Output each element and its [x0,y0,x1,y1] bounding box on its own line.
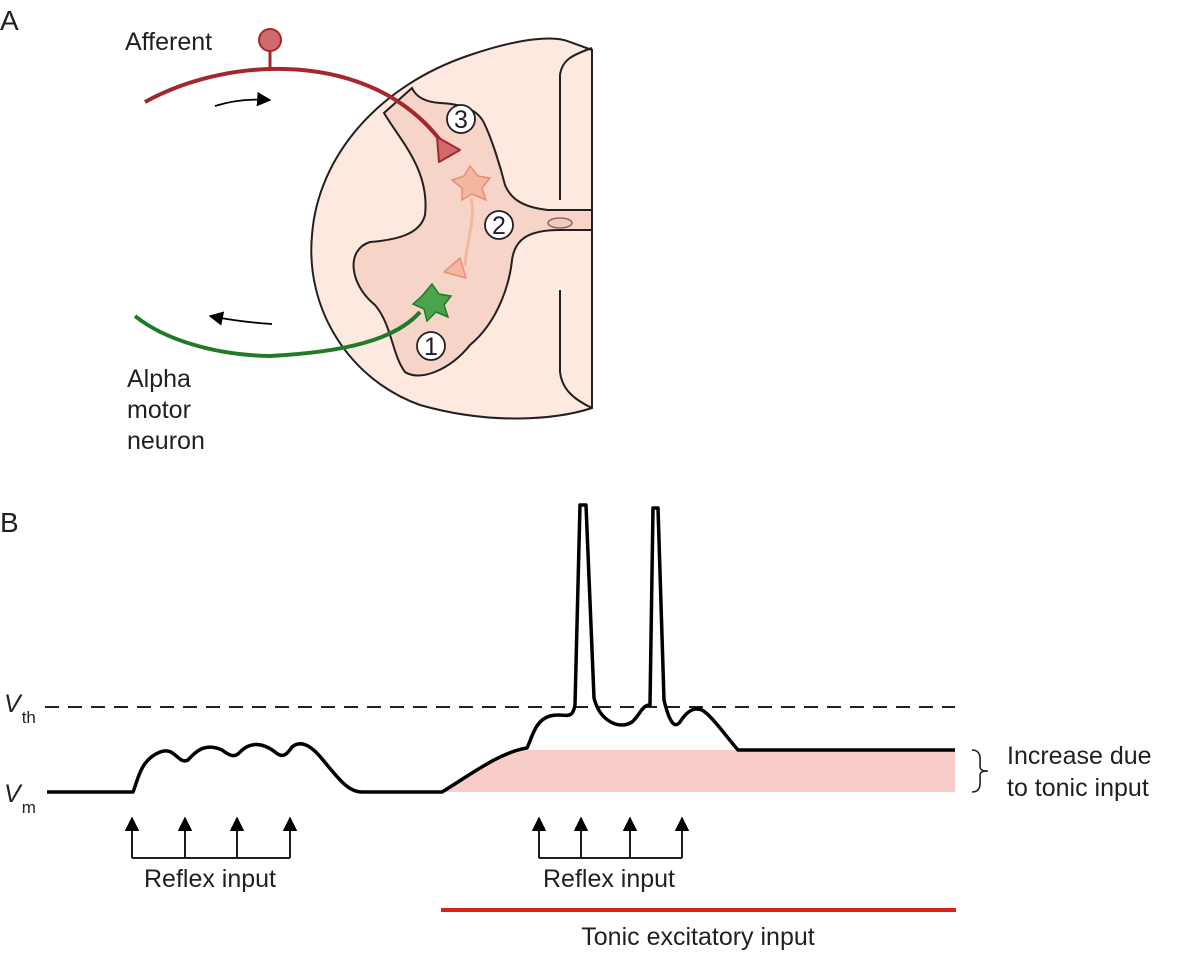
interneuron-terminal [443,257,467,279]
motor-axon [133,310,422,359]
svg-text:3: 3 [454,106,468,134]
afferent-direction-arrow [214,91,272,107]
central-canal [547,217,573,229]
interneuron-axon [463,197,474,267]
vm-label: Vm [4,780,36,817]
ventral-median-fissure [559,290,593,409]
alpha-motor-neuron [133,282,453,359]
motor-soma [411,282,453,323]
increase-label: Increase due to tonic input [1007,742,1159,802]
afferent-label: Afferent [125,28,212,56]
motor-direction-arrow [208,311,273,326]
afferent-neuron [144,28,461,163]
marker-2: 2 [484,210,514,240]
reflex-input-label-left: Reflex input [144,865,276,893]
svg-text:2: 2 [492,212,506,240]
interneuron [443,164,492,279]
interneuron-soma [450,164,492,202]
tonic-depolarization-area [442,750,955,792]
reflex-input-arrows-left [124,816,298,859]
tonic-input-label: Tonic excitatory input [581,923,815,951]
increase-brace [971,749,989,793]
reflex-input-label-right: Reflex input [543,865,675,893]
membrane-potential-trace [47,503,955,794]
panel-a-label: A [0,5,19,36]
motor-neuron-label: Alpha motor neuron [127,365,205,455]
svg-text:1: 1 [424,333,438,361]
afferent-axon [144,66,442,142]
panel-b-label: B [0,507,19,538]
afferent-soma [258,28,282,52]
afferent-terminal [436,136,461,163]
dorsal-median-septum [559,47,593,200]
spinal-cord-section [310,37,593,420]
vth-label: Vth [4,690,36,727]
marker-3: 3 [446,104,476,134]
marker-1: 1 [416,331,446,361]
reflex-input-arrows-right [531,816,690,859]
